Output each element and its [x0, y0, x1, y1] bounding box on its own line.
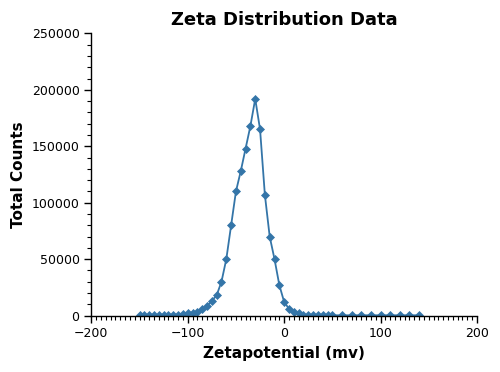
- X-axis label: Zetapotential (mv): Zetapotential (mv): [203, 346, 365, 361]
- Y-axis label: Total Counts: Total Counts: [11, 121, 26, 228]
- Title: Zeta Distribution Data: Zeta Distribution Data: [171, 11, 398, 29]
